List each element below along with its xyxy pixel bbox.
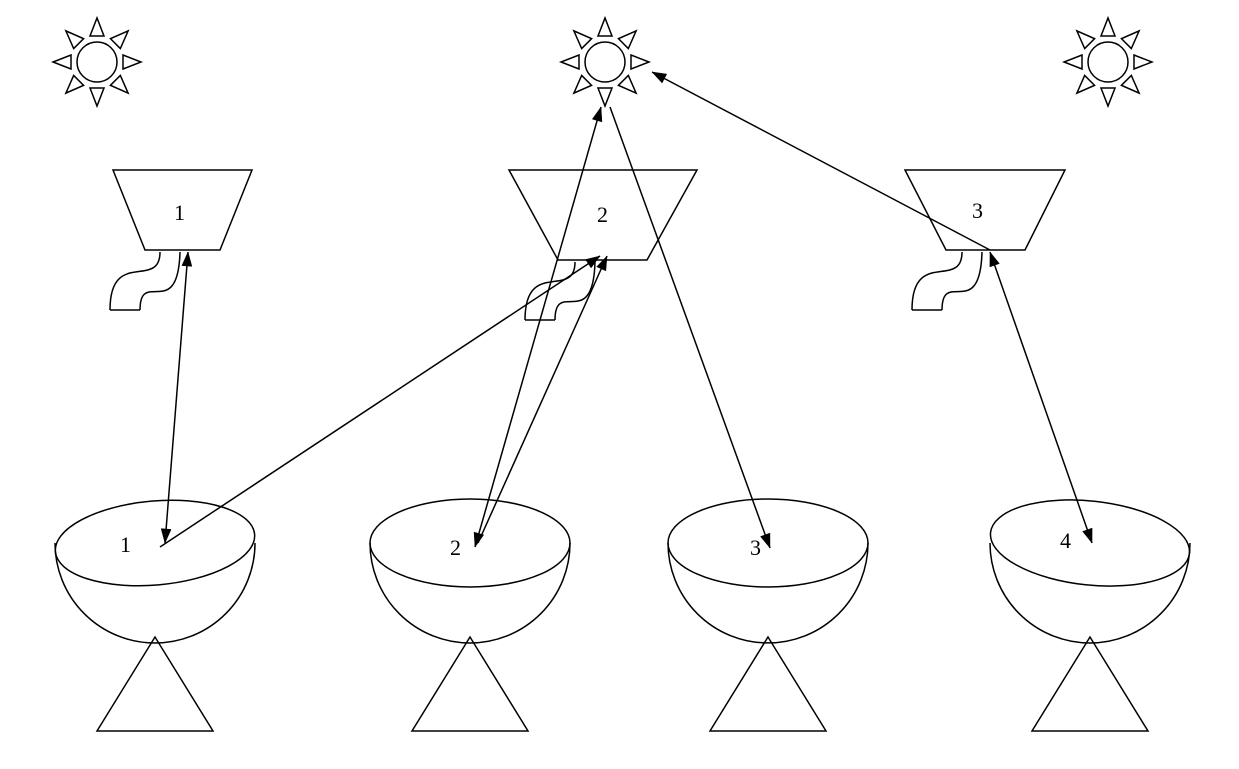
sun-left [53,18,141,106]
suns-layer [53,18,1152,106]
sun-center [561,18,649,106]
bowls-layer [52,491,1194,731]
sun-right [1064,18,1152,106]
bowl-1 [52,492,259,731]
funnel-3 [905,170,1065,310]
funnel-label-1: 1 [174,200,185,226]
bowl-4 [986,491,1194,731]
f2-b1 [160,256,600,547]
s2-f3 [652,72,990,250]
bowl-2 [370,499,570,731]
funnels-layer [110,170,1065,320]
arrows-layer [160,72,1092,548]
f2-b2 [478,256,607,543]
diagram-canvas [0,0,1239,769]
bowl-label-4: 4 [1060,528,1071,554]
f3-b4 [990,252,1092,543]
funnel-1 [110,170,252,310]
f1-b1 [161,252,192,543]
funnel-label-2: 2 [597,202,608,228]
bowl-label-2: 2 [450,535,461,561]
funnel-label-3: 3 [972,198,983,224]
bowl-label-1: 1 [120,532,131,558]
bowl-label-3: 3 [750,535,761,561]
s2-b3 [610,107,770,548]
